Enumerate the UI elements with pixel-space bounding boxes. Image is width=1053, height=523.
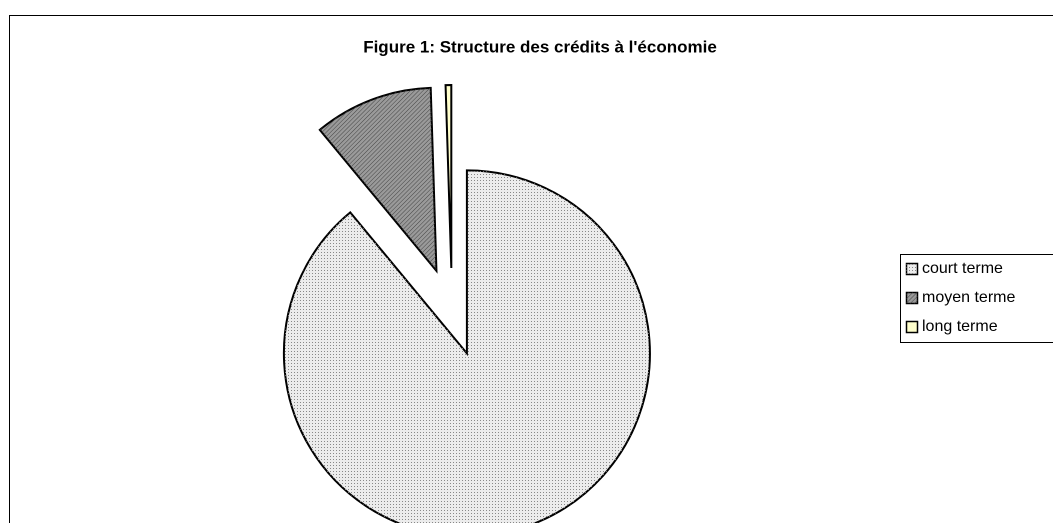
legend [900, 254, 1053, 343]
pie-slice [444, 84, 453, 269]
pie-slice [282, 169, 651, 523]
legend-label: moyen terme [922, 289, 1015, 306]
legend-swatch-pattern [906, 263, 918, 275]
legend-label: court terme [922, 260, 1003, 277]
legend-swatch-pattern [906, 292, 918, 304]
legend-swatch [905, 320, 919, 334]
chart-title: Figure 1: Structure des crédits à l'écon… [363, 37, 717, 56]
legend-label: long terme [922, 318, 998, 335]
